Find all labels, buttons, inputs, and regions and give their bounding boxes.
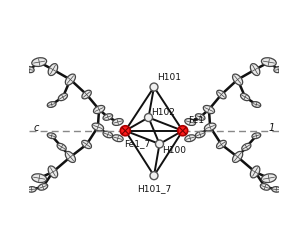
Circle shape	[178, 126, 188, 136]
Ellipse shape	[82, 91, 91, 100]
Circle shape	[150, 172, 158, 180]
Ellipse shape	[38, 184, 48, 190]
Ellipse shape	[260, 184, 270, 190]
Ellipse shape	[82, 141, 91, 149]
Ellipse shape	[58, 94, 67, 101]
Text: H101: H101	[157, 72, 181, 82]
Ellipse shape	[217, 91, 226, 100]
Ellipse shape	[48, 166, 58, 178]
Ellipse shape	[233, 75, 243, 86]
Ellipse shape	[32, 58, 47, 67]
Ellipse shape	[103, 132, 113, 138]
Ellipse shape	[272, 187, 281, 192]
Circle shape	[150, 84, 158, 92]
Circle shape	[120, 126, 130, 136]
Text: Fe1_7: Fe1_7	[124, 139, 150, 148]
Text: H100: H100	[163, 146, 186, 154]
Ellipse shape	[65, 75, 75, 86]
Text: H101_7: H101_7	[137, 183, 171, 192]
Ellipse shape	[241, 94, 250, 101]
Ellipse shape	[261, 58, 276, 67]
Ellipse shape	[233, 152, 243, 163]
Text: 1: 1	[268, 122, 274, 132]
Ellipse shape	[205, 124, 216, 131]
Ellipse shape	[27, 187, 36, 192]
Text: H102: H102	[152, 108, 175, 117]
Ellipse shape	[217, 141, 226, 149]
Ellipse shape	[47, 102, 56, 108]
Ellipse shape	[252, 102, 261, 108]
Ellipse shape	[112, 119, 123, 126]
Ellipse shape	[112, 135, 123, 142]
Ellipse shape	[32, 174, 47, 183]
Ellipse shape	[195, 114, 205, 121]
Ellipse shape	[47, 133, 56, 139]
Ellipse shape	[185, 135, 196, 142]
Ellipse shape	[93, 106, 105, 114]
Ellipse shape	[65, 152, 75, 163]
Ellipse shape	[242, 144, 251, 151]
Ellipse shape	[57, 144, 66, 151]
Circle shape	[144, 114, 152, 122]
Ellipse shape	[25, 67, 34, 73]
Text: Fe1: Fe1	[188, 116, 204, 125]
Ellipse shape	[92, 124, 103, 131]
Ellipse shape	[252, 133, 261, 139]
Circle shape	[156, 140, 164, 148]
Ellipse shape	[195, 132, 205, 138]
Ellipse shape	[103, 114, 113, 121]
Ellipse shape	[250, 64, 260, 76]
Ellipse shape	[250, 166, 260, 178]
Ellipse shape	[203, 106, 215, 114]
Text: c: c	[34, 122, 39, 132]
Ellipse shape	[48, 64, 58, 76]
Ellipse shape	[261, 174, 276, 183]
Ellipse shape	[185, 119, 196, 126]
Ellipse shape	[274, 67, 283, 73]
